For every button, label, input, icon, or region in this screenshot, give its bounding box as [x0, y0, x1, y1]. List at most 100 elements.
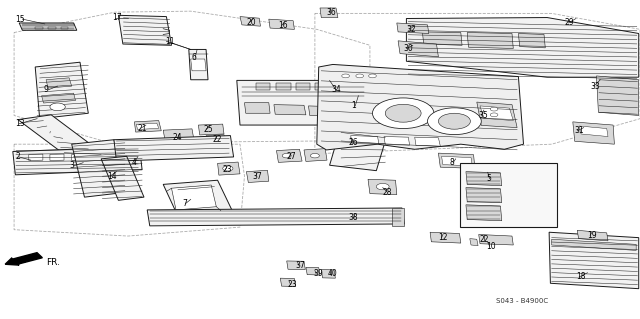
Polygon shape — [315, 83, 329, 90]
Polygon shape — [274, 105, 306, 115]
Polygon shape — [308, 106, 340, 116]
Polygon shape — [397, 23, 429, 33]
Circle shape — [282, 153, 291, 158]
Text: 31: 31 — [575, 126, 584, 135]
Polygon shape — [115, 154, 129, 160]
Polygon shape — [42, 93, 76, 103]
Text: 26: 26 — [349, 138, 358, 147]
Polygon shape — [406, 18, 639, 77]
Text: 8: 8 — [449, 158, 454, 167]
Polygon shape — [18, 115, 108, 163]
Polygon shape — [398, 41, 438, 57]
Polygon shape — [392, 208, 404, 226]
Text: 35: 35 — [479, 111, 488, 120]
Text: 7: 7 — [182, 199, 188, 208]
Text: 32: 32 — [406, 25, 416, 34]
Text: 29: 29 — [564, 19, 574, 27]
Polygon shape — [240, 17, 260, 26]
Polygon shape — [48, 27, 56, 29]
Polygon shape — [549, 232, 639, 289]
Polygon shape — [134, 121, 161, 132]
Text: 37: 37 — [253, 172, 262, 181]
Polygon shape — [466, 172, 502, 186]
Text: 11: 11 — [165, 37, 175, 46]
Polygon shape — [191, 59, 206, 71]
Polygon shape — [101, 156, 144, 200]
Polygon shape — [136, 123, 159, 130]
Text: 40: 40 — [328, 269, 337, 278]
Polygon shape — [480, 106, 513, 121]
Polygon shape — [577, 230, 608, 241]
Text: 24: 24 — [173, 133, 182, 142]
Polygon shape — [442, 156, 472, 166]
Polygon shape — [218, 162, 240, 175]
Polygon shape — [422, 32, 462, 45]
Polygon shape — [189, 49, 208, 80]
Text: 21: 21 — [138, 124, 147, 133]
Polygon shape — [317, 64, 524, 150]
Text: 17: 17 — [112, 13, 122, 22]
Polygon shape — [430, 232, 461, 243]
Circle shape — [385, 104, 421, 122]
Circle shape — [372, 98, 434, 129]
Text: 36: 36 — [326, 8, 336, 17]
Text: 12: 12 — [438, 233, 448, 242]
Circle shape — [342, 74, 349, 78]
Polygon shape — [573, 122, 614, 144]
Text: 37: 37 — [296, 261, 305, 270]
Polygon shape — [172, 185, 216, 210]
Text: 5: 5 — [486, 174, 492, 183]
Polygon shape — [466, 188, 502, 203]
Polygon shape — [518, 33, 545, 48]
Text: 23: 23 — [223, 165, 232, 174]
Polygon shape — [384, 137, 410, 145]
Polygon shape — [206, 135, 225, 142]
Polygon shape — [579, 126, 608, 137]
Text: 6: 6 — [192, 53, 197, 62]
Polygon shape — [351, 136, 379, 144]
Circle shape — [376, 183, 389, 190]
Polygon shape — [29, 154, 43, 160]
Text: 2: 2 — [15, 152, 20, 161]
Polygon shape — [368, 179, 397, 195]
Text: 16: 16 — [278, 21, 288, 30]
Text: 27: 27 — [287, 152, 296, 161]
Text: 34: 34 — [332, 85, 341, 94]
Polygon shape — [269, 19, 294, 29]
Polygon shape — [321, 270, 335, 278]
FancyBboxPatch shape — [460, 163, 557, 227]
Circle shape — [356, 74, 364, 78]
Circle shape — [223, 166, 233, 171]
Polygon shape — [477, 102, 517, 128]
Circle shape — [310, 153, 319, 158]
Polygon shape — [13, 147, 142, 175]
Polygon shape — [330, 128, 387, 171]
Polygon shape — [320, 8, 338, 18]
Text: 1: 1 — [351, 101, 355, 110]
Polygon shape — [237, 80, 366, 125]
Text: 28: 28 — [383, 188, 392, 197]
Polygon shape — [304, 149, 327, 161]
Text: 4: 4 — [131, 158, 136, 167]
Circle shape — [490, 107, 498, 111]
Polygon shape — [35, 27, 43, 29]
Polygon shape — [596, 76, 639, 115]
Polygon shape — [479, 234, 513, 245]
Polygon shape — [470, 239, 478, 246]
Text: 20: 20 — [246, 18, 256, 27]
Circle shape — [438, 113, 470, 129]
Text: 33: 33 — [590, 82, 600, 91]
Polygon shape — [72, 140, 128, 197]
Text: 14: 14 — [108, 172, 117, 181]
Text: 18: 18 — [576, 272, 586, 281]
Polygon shape — [114, 136, 234, 161]
Text: 39: 39 — [314, 269, 323, 278]
Text: 10: 10 — [486, 242, 496, 251]
Text: FR.: FR. — [46, 258, 60, 267]
FancyArrow shape — [5, 253, 42, 265]
Polygon shape — [246, 170, 269, 182]
Polygon shape — [163, 129, 194, 141]
Polygon shape — [552, 239, 636, 250]
Polygon shape — [198, 124, 224, 135]
Text: 38: 38 — [349, 213, 358, 222]
